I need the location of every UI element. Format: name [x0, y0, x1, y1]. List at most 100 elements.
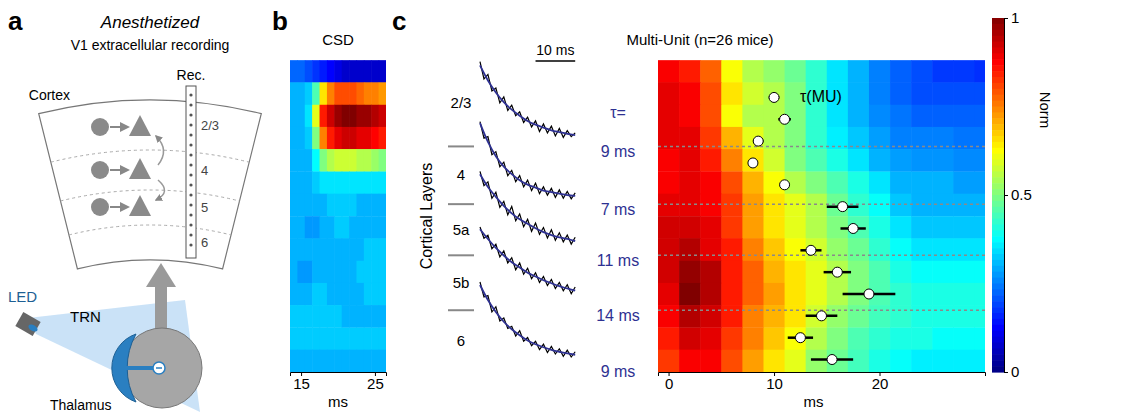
heatmap-cell [379, 60, 386, 83]
heatmap-cell [342, 60, 350, 83]
layer-label: 4 [201, 163, 208, 178]
colorbar-step [992, 207, 1004, 214]
heatmap-cell [349, 127, 357, 150]
heatmap-cell [371, 305, 379, 328]
colorbar-step [992, 148, 1004, 155]
heatmap-cell [932, 283, 954, 306]
heatmap-cell [349, 216, 357, 239]
heatmap-cell [379, 149, 386, 172]
heatmap-cell [327, 283, 335, 306]
region-label: Cortex [29, 87, 70, 103]
heatmap-cell [356, 149, 364, 172]
heatmap-cell [848, 82, 870, 105]
heatmap-cell [953, 238, 975, 261]
heatmap-cell [320, 261, 328, 284]
heatmap-cell [890, 261, 912, 284]
heatmap-cell [364, 194, 372, 217]
heatmap-cell [327, 127, 335, 150]
layer-boundary [658, 146, 985, 148]
heatmap-cell [974, 194, 985, 217]
heatmap-cell [932, 238, 954, 261]
heatmap-cell [869, 305, 891, 328]
heatmap-cell [721, 261, 743, 284]
heatmap-cell [742, 105, 764, 128]
heatmap-cell [349, 105, 357, 128]
heatmap-cell [742, 328, 764, 351]
heatmap-cell [297, 82, 305, 105]
tau-point [780, 180, 790, 190]
heatmap-cell [869, 238, 891, 261]
layer-separator [448, 254, 474, 256]
heatmap-cell [356, 238, 364, 261]
heatmap-cell [890, 149, 912, 172]
heatmap-cell [297, 127, 305, 150]
title: Anesthetized [100, 13, 200, 32]
heatmap-cell [356, 105, 364, 128]
tau-point [753, 136, 763, 146]
tau-point [817, 311, 827, 321]
heatmap-cell [890, 105, 912, 128]
colorbar-step [992, 295, 1004, 302]
heatmap-cell [679, 350, 701, 372]
trace [480, 282, 575, 357]
panel-a: aAnesthetizedV1 extracellular recordingC… [8, 6, 261, 413]
heatmap-cell [911, 261, 933, 284]
heatmap-cell [974, 350, 985, 372]
colorbar-step [992, 236, 1004, 243]
heatmap-cell [334, 60, 342, 83]
heatmap-cell [349, 238, 357, 261]
heatmap-cell [334, 261, 342, 284]
heatmap-cell [721, 82, 743, 105]
heatmap-cell [848, 60, 870, 83]
heatmap-cell [327, 261, 335, 284]
heatmap-cell [679, 216, 701, 239]
heatmap-cell [953, 328, 975, 351]
heatmap-cell [297, 60, 305, 83]
heatmap-cell [700, 261, 722, 284]
heatmap-cell [312, 261, 320, 284]
heatmap-cell [911, 105, 933, 128]
colorbar-step [992, 331, 1004, 338]
heatmap-cell [297, 194, 305, 217]
heatmap-cell [327, 105, 335, 128]
colorbar-step [992, 242, 1004, 249]
layer-border [60, 190, 239, 201]
heatmap-cell [932, 350, 954, 372]
heatmap-cell [320, 350, 328, 372]
connection [110, 206, 128, 208]
heatmap-cell [320, 60, 328, 83]
tick: 15 [293, 372, 310, 392]
colorbar-step [992, 112, 1004, 119]
heatmap-cell [974, 105, 985, 128]
electrode-site [189, 163, 192, 166]
heatmap-cell [806, 350, 828, 372]
heatmap-cell [342, 105, 350, 128]
colorbar-step [992, 24, 1004, 31]
pyramidal-cell [129, 158, 151, 179]
heatmap-cell [334, 216, 342, 239]
heatmap-cell [658, 283, 680, 306]
heatmap-cell [364, 149, 372, 172]
heatmap-cell [320, 149, 328, 172]
panel-c-traces: cCortical Layers2/345a5b69 ms7 ms11 ms14… [392, 6, 640, 380]
layer-separator [448, 145, 474, 147]
heatmap-cell [700, 328, 722, 351]
colorbar-step [992, 319, 1004, 326]
electrode-site [189, 123, 192, 126]
colorbar-step [992, 101, 1004, 108]
heatmap-cell [297, 105, 305, 128]
fit-curve [480, 65, 575, 135]
heatmap-cell [679, 149, 701, 172]
heatmap-cell [312, 82, 320, 105]
heatmap-cell [371, 328, 379, 351]
electrode-site [189, 203, 192, 206]
heatmap-cell [305, 194, 313, 217]
heatmap-cell [785, 261, 807, 284]
heatmap-cell [658, 194, 680, 217]
heatmap-cell [785, 60, 807, 83]
heatmap-cell [742, 238, 764, 261]
connection [110, 169, 128, 171]
tick: 10 [766, 372, 783, 392]
cortex [39, 100, 262, 269]
panel-letter: c [392, 6, 406, 36]
